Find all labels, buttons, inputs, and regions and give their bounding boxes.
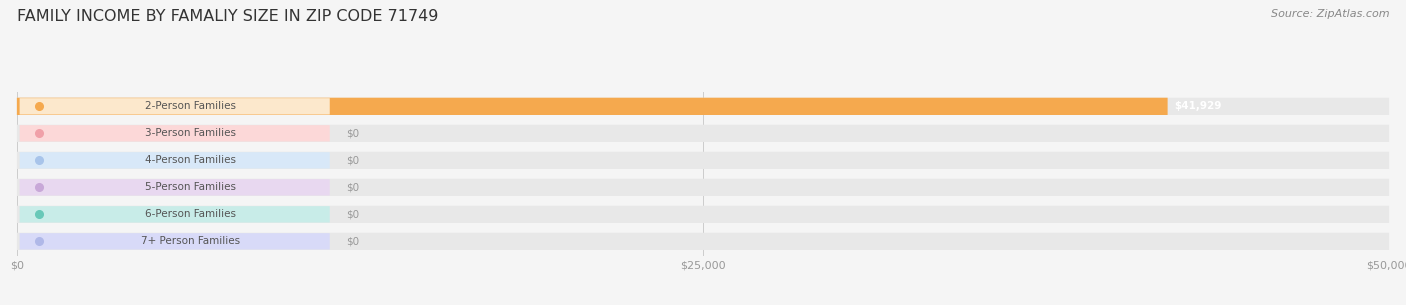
Text: FAMILY INCOME BY FAMALIY SIZE IN ZIP CODE 71749: FAMILY INCOME BY FAMALIY SIZE IN ZIP COD… xyxy=(17,9,439,24)
FancyBboxPatch shape xyxy=(17,233,1389,250)
Text: 3-Person Families: 3-Person Families xyxy=(145,128,236,138)
FancyBboxPatch shape xyxy=(17,206,1389,223)
Text: $0: $0 xyxy=(346,209,360,219)
Text: $0: $0 xyxy=(346,182,360,192)
Text: $0: $0 xyxy=(346,236,360,246)
Text: 6-Person Families: 6-Person Families xyxy=(145,209,236,219)
Text: $41,929: $41,929 xyxy=(1174,101,1222,111)
Text: $0: $0 xyxy=(346,128,360,138)
FancyBboxPatch shape xyxy=(20,233,330,249)
FancyBboxPatch shape xyxy=(17,98,1167,115)
FancyBboxPatch shape xyxy=(17,179,1389,196)
FancyBboxPatch shape xyxy=(20,179,330,196)
Text: 7+ Person Families: 7+ Person Families xyxy=(141,236,240,246)
Text: 2-Person Families: 2-Person Families xyxy=(145,101,236,111)
FancyBboxPatch shape xyxy=(20,125,330,142)
FancyBboxPatch shape xyxy=(17,152,1389,169)
Text: 5-Person Families: 5-Person Families xyxy=(145,182,236,192)
FancyBboxPatch shape xyxy=(20,206,330,223)
Text: $0: $0 xyxy=(346,155,360,165)
Text: 4-Person Families: 4-Person Families xyxy=(145,155,236,165)
FancyBboxPatch shape xyxy=(20,98,330,115)
Text: Source: ZipAtlas.com: Source: ZipAtlas.com xyxy=(1271,9,1389,19)
FancyBboxPatch shape xyxy=(20,152,330,169)
FancyBboxPatch shape xyxy=(17,98,1389,115)
FancyBboxPatch shape xyxy=(17,125,1389,142)
